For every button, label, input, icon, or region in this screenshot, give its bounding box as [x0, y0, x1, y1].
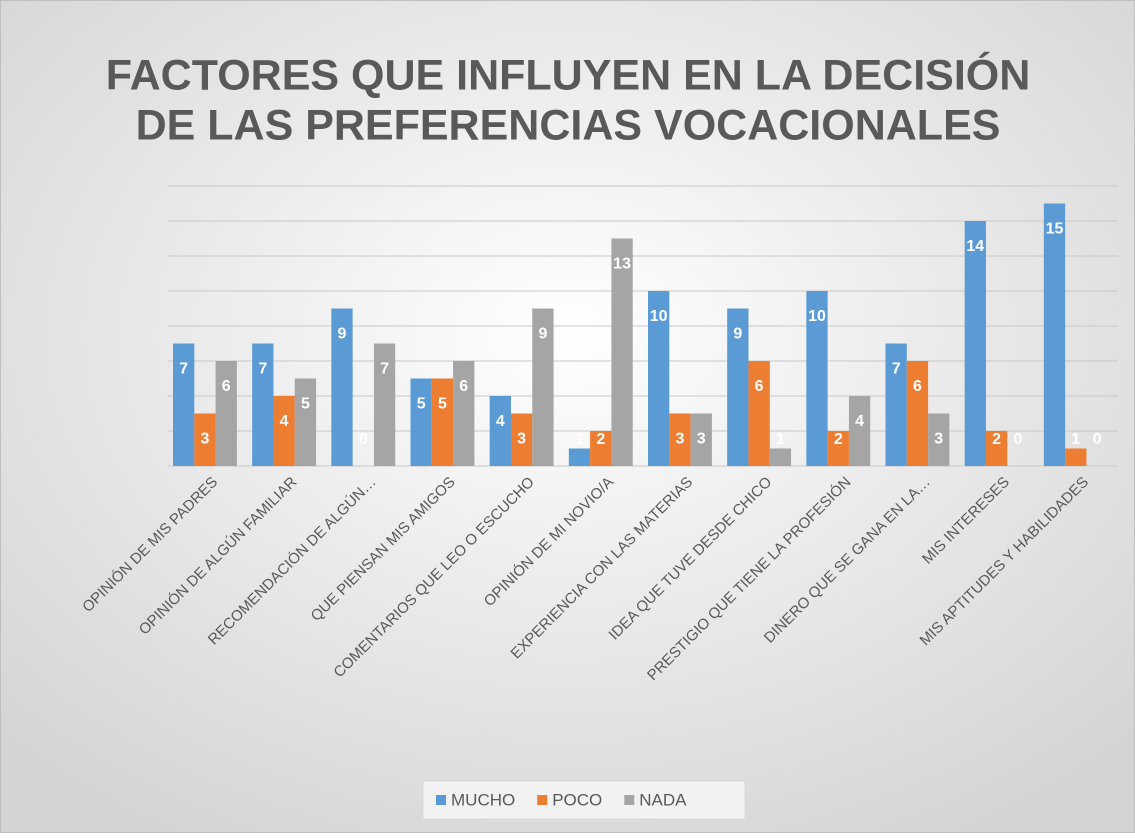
data-label: 9 [538, 326, 547, 343]
data-label: 7 [892, 361, 901, 378]
data-label: 2 [834, 431, 843, 448]
data-label: 15 [1046, 221, 1064, 238]
legend-box [422, 780, 746, 820]
data-label: 14 [966, 238, 984, 255]
bar [215, 361, 237, 466]
bar [611, 238, 633, 466]
data-label: 5 [438, 396, 447, 413]
bar [489, 396, 511, 466]
data-label: 13 [613, 256, 631, 273]
data-label: 5 [417, 396, 426, 413]
data-label: 3 [697, 431, 706, 448]
data-label: 0 [359, 431, 368, 448]
bar [410, 378, 432, 466]
data-label: 0 [1013, 431, 1022, 448]
bar [769, 448, 792, 466]
bar [373, 343, 396, 466]
bar [727, 308, 749, 466]
bar [173, 343, 195, 466]
bar [252, 343, 274, 466]
data-label: 4 [496, 413, 505, 430]
data-label: 4 [280, 413, 289, 430]
data-label: 5 [301, 396, 310, 413]
bar [669, 413, 691, 466]
data-label: 0 [1093, 431, 1102, 448]
data-label: 2 [992, 431, 1001, 448]
data-label: 1 [575, 431, 584, 448]
data-label: 9 [733, 326, 742, 343]
chart-title: FACTORES QUE INFLUYEN EN LA DECISIÓN [106, 50, 1031, 99]
bar [453, 361, 475, 466]
bar [273, 396, 295, 466]
legend-swatch [436, 795, 446, 805]
data-label: 3 [517, 431, 526, 448]
bar [431, 378, 454, 466]
legend-swatch [624, 795, 635, 805]
legend-label: MUCHO [451, 790, 515, 809]
data-label: 6 [755, 378, 764, 395]
data-label: 4 [855, 413, 864, 430]
chart-title: DE LAS PREFERENCIAS VOCACIONALES [136, 101, 1001, 149]
data-label: 6 [913, 378, 922, 395]
bar [928, 413, 950, 466]
legend-label: POCO [552, 790, 602, 809]
data-label: 3 [200, 431, 209, 448]
bar [1043, 203, 1066, 466]
data-label: 2 [596, 431, 605, 448]
bar [532, 308, 554, 466]
bar [1065, 448, 1087, 466]
bar [294, 378, 317, 466]
data-label: 9 [338, 326, 347, 343]
data-label: 7 [179, 361, 188, 378]
bar [748, 361, 770, 466]
bar [568, 448, 591, 466]
bar [848, 396, 871, 466]
bar [194, 413, 216, 466]
bar [985, 431, 1008, 466]
bar [906, 361, 929, 466]
data-label: 7 [258, 361, 267, 378]
bar [590, 431, 612, 466]
legend-label: NADA [639, 790, 687, 809]
data-label: 6 [459, 378, 468, 395]
bar [690, 413, 712, 466]
bar [510, 413, 533, 466]
bar [827, 431, 849, 466]
bar [648, 291, 670, 466]
data-label: 1 [776, 431, 785, 448]
bar [885, 343, 907, 466]
data-label: 10 [808, 308, 826, 325]
data-label: 10 [650, 308, 668, 325]
bar [806, 291, 828, 466]
bar [331, 308, 353, 466]
legend-swatch [537, 795, 548, 805]
data-label: 1 [1071, 431, 1080, 448]
bar [964, 221, 986, 466]
data-label: 3 [934, 431, 943, 448]
data-label: 6 [222, 378, 231, 395]
data-label: 3 [675, 431, 684, 448]
data-label: 7 [380, 361, 389, 378]
